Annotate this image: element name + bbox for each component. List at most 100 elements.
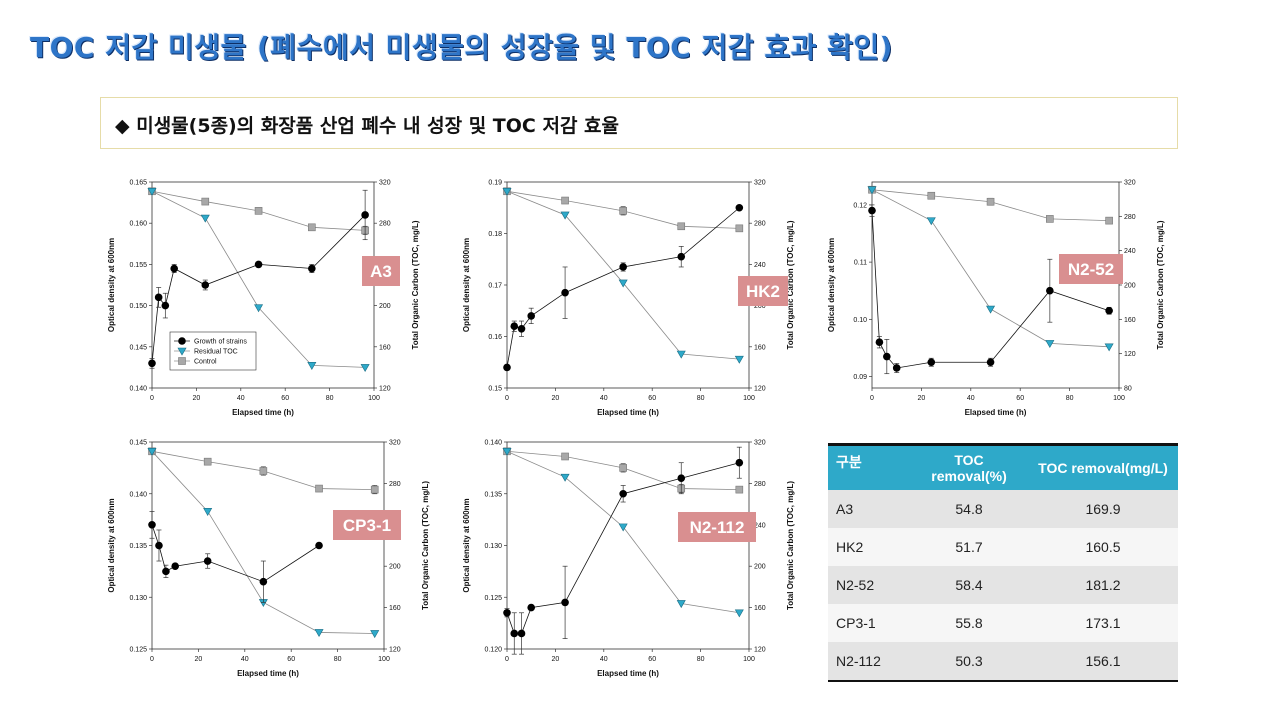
y2-tick-label: 160: [389, 605, 401, 612]
control-point: [619, 464, 627, 472]
table-cell: 55.8: [955, 615, 983, 631]
control-point: [927, 191, 936, 200]
column-header-group: 구분: [828, 443, 910, 490]
y-tick-label: 0.140: [129, 491, 147, 498]
legend-label: Growth of strains: [194, 339, 247, 346]
residual-toc-point: [254, 304, 264, 313]
strain-tag: [738, 276, 788, 306]
table-header-row: 구분 TOC removal(%) TOC removal(mg/L): [828, 443, 1178, 490]
growth-point: [259, 577, 268, 586]
growth-point: [677, 474, 686, 483]
x-axis-title: Elapsed time (h): [597, 408, 659, 417]
table-row: A3 54.8 169.9: [828, 490, 1178, 528]
y2-tick-label: 120: [754, 647, 766, 654]
residual-toc-point: [370, 630, 380, 639]
residual-toc-point: [560, 211, 570, 220]
residual-toc-point: [307, 362, 317, 370]
y-tick-label: 0.145: [129, 344, 147, 351]
growth-point: [875, 338, 884, 347]
y2-tick-label: 240: [754, 262, 766, 269]
growth-point: [503, 608, 511, 617]
y-tick-label: 0.10: [853, 317, 867, 324]
column-header-removal-mgl: TOC removal(mg/L): [1028, 443, 1178, 490]
y2-tick-label: 200: [379, 303, 391, 310]
y-tick-label: 0.155: [129, 262, 147, 269]
y2-tick-label: 120: [379, 386, 391, 393]
y-tick-label: 0.145: [129, 440, 147, 447]
y-tick-label: 0.17: [488, 283, 502, 290]
y2-tick-label: 200: [1124, 283, 1136, 290]
control-point: [561, 196, 569, 205]
table-cell: HK2: [836, 539, 864, 555]
residual-toc-point: [926, 217, 936, 226]
growth-point: [527, 312, 535, 320]
x-tick-label: 100: [368, 395, 380, 402]
y2-tick-label: 120: [1124, 351, 1136, 358]
strain-tag-label: N2-52: [1068, 260, 1114, 279]
residual-toc-point: [734, 355, 744, 364]
y2-tick-label: 280: [754, 221, 766, 228]
x-tick-label: 80: [334, 656, 342, 663]
x-tick-label: 80: [697, 656, 705, 663]
y-tick-label: 0.140: [129, 386, 147, 393]
y2-tick-label: 80: [1124, 386, 1132, 393]
growth-point: [315, 541, 323, 550]
subtitle-box: ◆ 미생물(5종)의 화장품 산업 폐수 내 성장 및 TOC 저감 효율: [100, 97, 1178, 149]
table-row: CP3-1 55.8 173.1: [828, 604, 1178, 642]
growth-point: [892, 364, 901, 372]
growth-point: [162, 567, 170, 576]
control-point: [1046, 215, 1054, 223]
y-tick-label: 0.125: [129, 647, 147, 654]
y2-tick-label: 120: [754, 386, 766, 393]
column-header-removal-percent: TOC removal(%): [910, 443, 1028, 490]
growth-point: [503, 363, 511, 372]
residual-toc-point: [502, 448, 512, 456]
y2-tick-label: 320: [754, 440, 766, 447]
residual-toc-point: [618, 279, 628, 288]
control-point: [1105, 216, 1113, 225]
control-point: [677, 222, 686, 231]
x-tick-label: 60: [287, 656, 295, 663]
y2-axis-title: Total Organic Carbon (TOC, mg/L): [411, 220, 420, 349]
y-tick-label: 0.120: [484, 647, 502, 654]
growth-point: [735, 203, 744, 212]
x-tick-label: 0: [150, 395, 154, 402]
residual-toc-point: [360, 364, 370, 373]
table-cell: 54.8: [955, 501, 983, 517]
chart-hk2: 0 20 40 60 80 100 0.15 0.16 0.17 0.18 0.19 120 160 20…: [462, 180, 795, 418]
control-point: [986, 197, 995, 206]
strain-tag-label: HK2: [746, 282, 780, 301]
table-cell: 156.1: [1028, 642, 1178, 682]
table-cell: 50.3: [910, 642, 1028, 682]
control-point: [201, 197, 210, 206]
y-axis-title: Optical density at 600nm: [107, 498, 116, 592]
growth-point: [161, 301, 170, 310]
growth-point: [361, 211, 369, 219]
y2-tick-label: 120: [389, 647, 401, 654]
control-point: [254, 207, 263, 215]
control-point: [735, 485, 744, 494]
x-tick-label: 100: [1113, 395, 1125, 402]
y2-tick-label: 200: [754, 564, 766, 571]
x-tick-label: 0: [870, 395, 874, 402]
table-row: N2-52 58.4 181.2: [828, 566, 1178, 604]
control-point: [561, 452, 569, 461]
growth-point: [561, 598, 569, 607]
growth-point: [517, 324, 526, 333]
growth-point: [155, 541, 163, 550]
y2-tick-label: 160: [754, 344, 766, 351]
growth-point: [927, 358, 936, 367]
growth-point: [510, 322, 519, 330]
table-cell: N2-52: [836, 577, 875, 593]
growth-point: [883, 352, 891, 361]
growth-point: [527, 603, 535, 612]
residual-toc-point: [314, 629, 324, 638]
x-tick-label: 40: [241, 656, 249, 663]
y2-axis-title: Total Organic Carbon (TOC, mg/L): [786, 481, 795, 610]
growth-point: [619, 263, 627, 271]
growth-point: [148, 521, 156, 529]
chart-n2-52: 0 20 40 60 80 100 0.09 0.10 0.11 0.12 80 120 160 200 2…: [827, 180, 1165, 418]
x-tick-label: 40: [600, 656, 608, 663]
growth-line: [506, 207, 740, 368]
x-tick-label: 20: [552, 656, 560, 663]
